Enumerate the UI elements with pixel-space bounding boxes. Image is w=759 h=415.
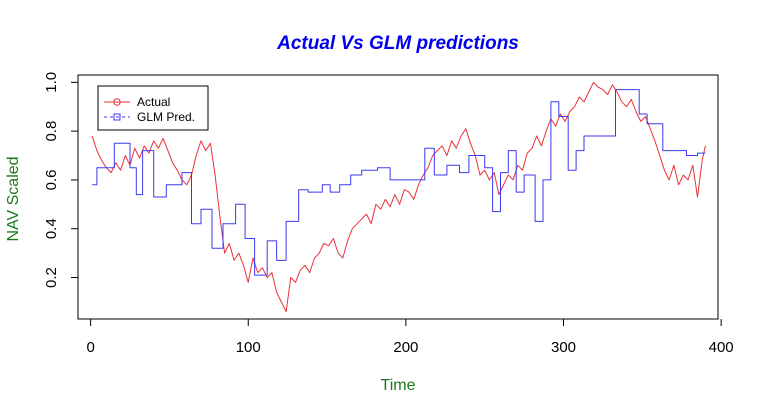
- axis-ticks: 0 100 200 300 400 0.2 0.4 0.6 0.8 1.0: [43, 72, 734, 356]
- legend-box: [97, 85, 209, 131]
- legend-marker-actual: [113, 98, 121, 106]
- x-tick-label: 0: [86, 339, 94, 356]
- series-layer: [91, 81, 706, 313]
- x-tick-label: 200: [393, 339, 418, 356]
- y-tick-label: 1.0: [43, 72, 60, 93]
- legend-label-pred: GLM Pred.: [137, 110, 195, 124]
- x-tick-label: 400: [709, 339, 734, 356]
- y-tick-label: 0.4: [43, 218, 60, 239]
- y-tick-label: 0.2: [43, 267, 60, 288]
- x-axis-label: Time: [381, 377, 416, 394]
- legend-marker-pred: [113, 113, 121, 121]
- series-line-actual: [91, 81, 706, 313]
- chart-title: Actual Vs GLM predictions: [276, 33, 519, 54]
- legend: Actual GLM Pred.: [97, 85, 209, 131]
- y-axis-label: NAV Scaled: [5, 156, 22, 241]
- series-line-glm-pred: [92, 89, 706, 276]
- x-tick-label: 300: [551, 339, 576, 356]
- legend-label-actual: Actual: [137, 95, 170, 109]
- y-tick-label: 0.8: [43, 121, 60, 142]
- x-tick-label: 100: [236, 339, 261, 356]
- plot-frame: [77, 74, 719, 320]
- y-tick-label: 0.6: [43, 169, 60, 190]
